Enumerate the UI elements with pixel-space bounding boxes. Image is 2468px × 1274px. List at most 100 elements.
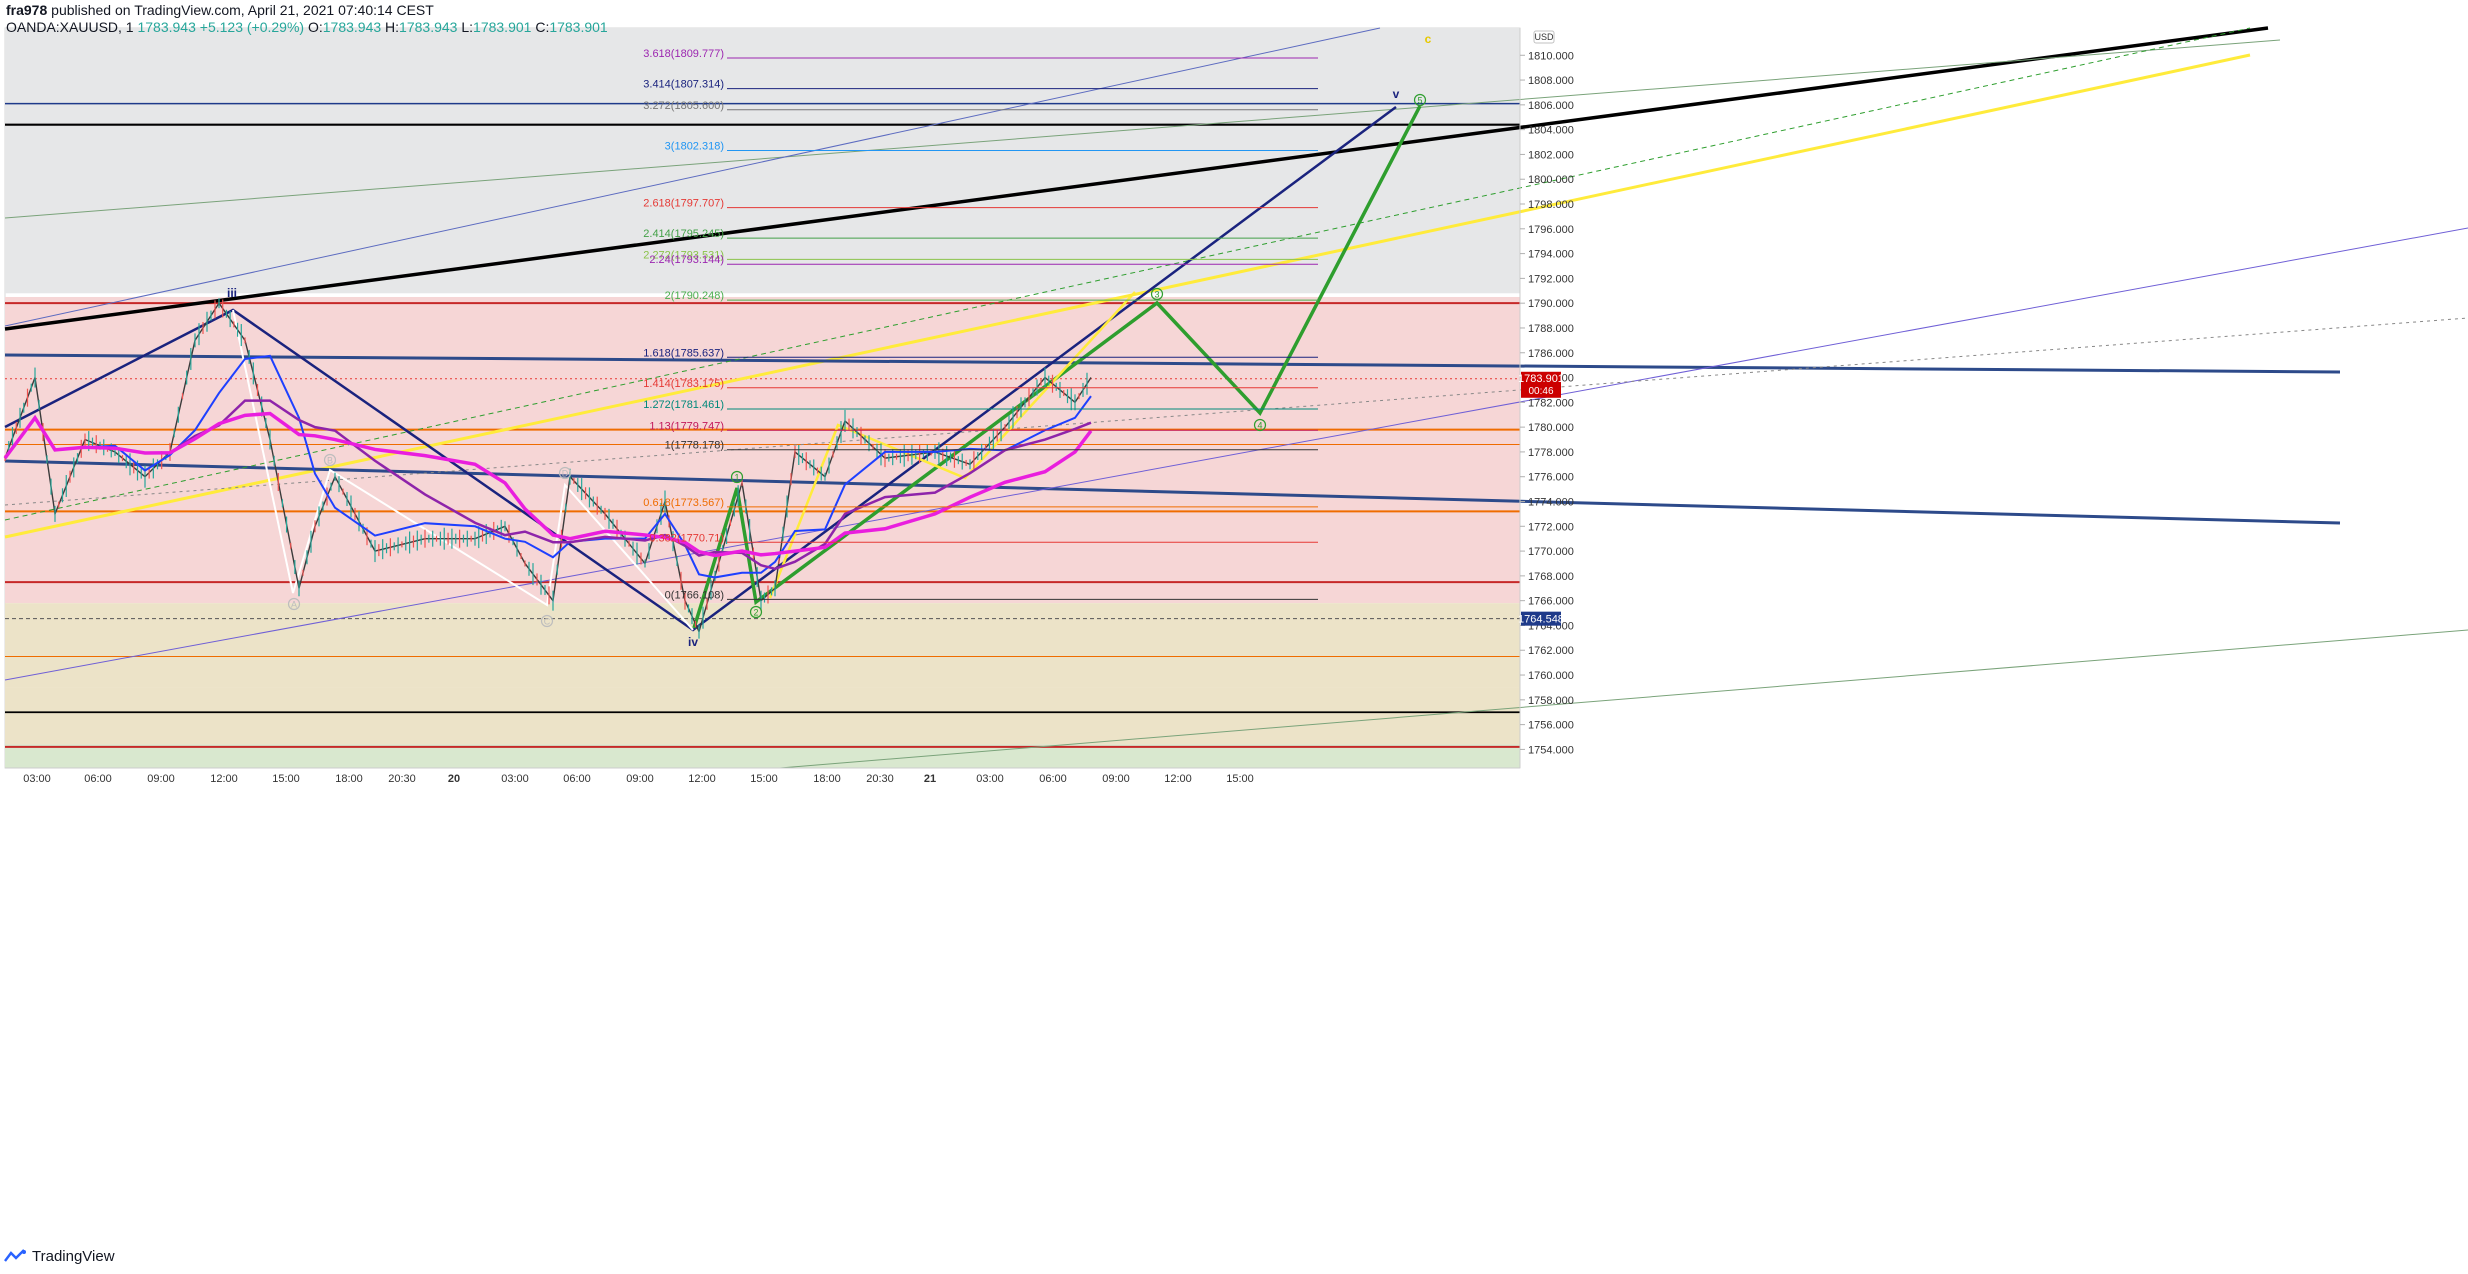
ma-fast-blue (4, 354, 1092, 579)
open-label: O: (307, 19, 323, 35)
ohlc-line: OANDA:XAUUSD, 1 1783.943 +5.123 (+0.29%)… (6, 19, 608, 36)
fib-level-label-10: 1.414(1783.175) (643, 378, 724, 390)
wave-label-2: v (1393, 87, 1400, 101)
price-tick-label: 1796.000 (1528, 224, 1574, 236)
fib-level-label-2: 3.272(1805.600) (643, 100, 724, 112)
change-text: +5.123 (+0.29%) (199, 19, 305, 35)
price-tick-label: 1802.000 (1528, 149, 1574, 161)
time-tick-label: 06:00 (84, 773, 112, 785)
wave-label-0: iii (227, 286, 237, 300)
fibonacci-group: 3.618(1809.777) 3.414(1807.314) 3.272(1805… (643, 48, 1318, 601)
channel-blue-upper (4, 27, 1381, 327)
channel-purple (4, 227, 2468, 681)
candles-group (4, 298, 1088, 639)
close-label: C: (535, 19, 550, 35)
wave-projection-green (692, 105, 1422, 629)
channel-green-upper (4, 39, 2281, 219)
fib-level-label-3: 3(1802.318) (665, 140, 724, 152)
price-axis: 1754.000 1756.000 1758.000 1760.000 1762.000… (1520, 50, 1574, 756)
open-value: 1783.943 (322, 19, 382, 35)
time-tick-label: 20:30 (866, 773, 894, 785)
price-tick-label: 1768.000 (1528, 571, 1574, 583)
price-tick-label: 1804.000 (1528, 125, 1574, 137)
time-axis: 03:00 06:00 09:00 12:00 15:00 18:00 20:30 20 03:… (23, 773, 1254, 785)
wave-label-ring-8 (749, 605, 763, 619)
fib-level-label-12: 1.13(1779.747) (649, 420, 724, 432)
price-tick-label: 1806.000 (1528, 100, 1574, 112)
wave-label-5: C (544, 617, 551, 627)
price-tick-label: 1766.000 (1528, 596, 1574, 608)
crosshair-price-tag: 1764.548 (1518, 611, 1564, 626)
time-tick-label: 03:00 (501, 773, 529, 785)
fib-level-label-6: 2.272(1793.531) (643, 249, 724, 261)
fib-level-label-8: 2(1790.248) (665, 290, 724, 302)
low-label: L: (461, 19, 474, 35)
zone-band-0 (5, 28, 1520, 294)
tradingview-brand: TradingView (32, 1247, 115, 1265)
wave-label-ring-6 (558, 466, 572, 480)
fib-level-label-16: 0(1766.108) (665, 589, 724, 601)
price-tick-label: 1754.000 (1528, 744, 1574, 756)
price-tick-label: 1800.000 (1528, 174, 1574, 186)
zone-band-2 (5, 603, 1520, 688)
chart-header: fra978 published on TradingView.com, Apr… (6, 2, 608, 36)
currency-label: USD (1534, 32, 1554, 42)
last-price-tag-value: 1783.901 (1518, 373, 1564, 385)
ma-slow-magenta (3, 411, 1093, 558)
trendline-yellow (4, 53, 2251, 539)
price-tick-label: 1780.000 (1528, 422, 1574, 434)
author-name[interactable]: fra978 (6, 2, 48, 18)
price-tick-label: 1756.000 (1528, 720, 1574, 732)
wave-label-8: 2 (753, 608, 758, 618)
time-tick-label: 15:00 (272, 773, 300, 785)
wave-label-9: 3 (1154, 290, 1159, 300)
time-tick-label: 03:00 (23, 773, 51, 785)
price-tick-label: 1786.000 (1528, 348, 1574, 360)
channel-green-lower (779, 629, 2468, 769)
time-tick-label: 06:00 (1039, 773, 1067, 785)
time-tick-label: 09:00 (147, 773, 175, 785)
price-tick-label: 1788.000 (1528, 323, 1574, 335)
price-tick-label: 1782.000 (1528, 397, 1574, 409)
trendline-black (4, 26, 2269, 331)
price-tick-label: 1776.000 (1528, 472, 1574, 484)
fib-level-label-15: 0.382(1770.71) (649, 532, 724, 544)
price-tick-label: 1760.000 (1528, 670, 1574, 682)
time-tick-label: 15:00 (1226, 773, 1254, 785)
wave-label-ring-3 (287, 597, 301, 611)
time-tick-label: 15:00 (750, 773, 778, 785)
time-tick-label: 12:00 (210, 773, 238, 785)
price-tick-label: 1794.000 (1528, 249, 1574, 261)
price-tick-label: 1772.000 (1528, 521, 1574, 533)
zone-band-4 (5, 744, 1520, 768)
wave-label-12: c (1425, 32, 1432, 46)
tradingview-footer[interactable]: TradingView (4, 1244, 115, 1268)
symbol-label: OANDA:XAUUSD, 1 (6, 19, 134, 35)
price-tick-label: 1798.000 (1528, 199, 1574, 211)
time-tick-label: 20:30 (388, 773, 416, 785)
fib-level-label-11: 1.272(1781.461) (643, 399, 724, 411)
last-price-text: 1783.943 (137, 19, 196, 35)
price-tick-label: 1790.000 (1528, 298, 1574, 310)
price-tick-label: 1810.000 (1528, 50, 1574, 62)
price-tick-label: 1774.000 (1528, 497, 1574, 509)
currency-badge: USD (1533, 30, 1555, 44)
crosshair-price-tag-value: 1764.548 (1518, 614, 1564, 626)
price-tick-label: 1762.000 (1528, 645, 1574, 657)
wave-label-ring-11 (1413, 93, 1427, 107)
wave-label-7: 1 (734, 473, 739, 483)
fib-level-label-14: 0.618(1773.567) (643, 497, 724, 509)
price-tick-label: 1758.000 (1528, 695, 1574, 707)
wave-label-10: 4 (1257, 421, 1262, 431)
time-tick-label: 06:00 (563, 773, 591, 785)
wave-label-6: D (562, 469, 569, 479)
time-tick-label: 09:00 (626, 773, 654, 785)
fib-level-label-1: 3.414(1807.314) (643, 79, 724, 91)
wave-label-1: iv (688, 635, 698, 649)
fib-level-label-4: 2.618(1797.707) (643, 198, 724, 210)
close-value: 1783.901 (549, 19, 608, 35)
fib-level-label-13: 1(1778.178) (665, 440, 724, 452)
price-tick-label: 1808.000 (1528, 75, 1574, 87)
